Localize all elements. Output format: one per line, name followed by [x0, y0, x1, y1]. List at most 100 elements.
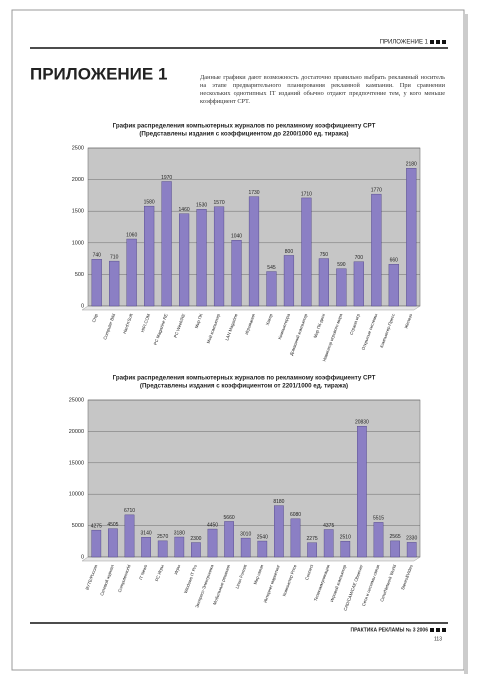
page-title: ПРИЛОЖЕНИЕ 1: [30, 64, 167, 83]
intro-text: Данные графики дают возможность достаточ…: [200, 74, 445, 105]
bar: [141, 537, 151, 558]
bar: [307, 542, 317, 558]
footer-magazine: ПРАКТИКА РЕКЛАМЫ № 3 2006: [350, 627, 428, 633]
bar: [388, 264, 399, 307]
bar: [336, 268, 347, 307]
value-label: 2540: [257, 534, 268, 540]
bar: [283, 255, 295, 307]
plot-floor: [81, 556, 421, 562]
x-tick-label: Хакер: [265, 312, 274, 326]
y-tick-label: 1000: [72, 240, 84, 246]
chart-subtitle: (Представлены издания с коэффициентом от…: [140, 383, 348, 390]
y-tick-label: 2500: [72, 145, 84, 151]
value-label: 1570: [213, 200, 224, 206]
value-label: 1060: [126, 232, 137, 238]
y-tick-label: 500: [75, 272, 84, 278]
value-label: 20830: [355, 420, 369, 426]
y-tick-label: 20000: [69, 429, 84, 435]
bar: [248, 196, 260, 307]
value-label: 660: [390, 258, 399, 264]
chart-title: График распределения компьютерных журнал…: [113, 375, 376, 382]
value-label: 1730: [248, 190, 259, 196]
value-label: 4375: [323, 523, 334, 529]
value-label: 6710: [124, 508, 135, 514]
x-tick-label: Железо: [403, 312, 413, 329]
value-label: 2275: [307, 536, 318, 542]
bar: [240, 537, 251, 558]
bar: [109, 260, 120, 307]
header-square: [430, 40, 434, 44]
value-label: 750: [320, 252, 329, 258]
bar: [357, 425, 367, 558]
plot-area: [87, 399, 421, 558]
bar: [318, 258, 329, 307]
bar: [126, 238, 137, 307]
chart-title: График распределения компьютерных журнал…: [113, 123, 376, 130]
value-label: 545: [267, 265, 276, 271]
value-label: 1040: [231, 234, 242, 240]
value-label: 8180: [273, 499, 284, 505]
value-label: 1580: [144, 199, 155, 205]
x-tick-label: IT News: [138, 564, 148, 580]
value-label: 2180: [406, 162, 417, 168]
bar: [91, 259, 102, 307]
value-label: 2565: [390, 534, 401, 540]
bar: [224, 521, 234, 558]
x-tick-label: HIFI.COM: [140, 313, 151, 333]
y-tick-label: 1500: [72, 209, 84, 215]
header-section: ПРИЛОЖЕНИЕ 1: [380, 40, 429, 46]
y-tick-label: 25000: [69, 397, 84, 403]
value-label: 2570: [157, 534, 168, 540]
x-tick-label: Connect: [304, 563, 314, 581]
value-label: 710: [110, 254, 119, 260]
value-label: 4275: [91, 523, 102, 529]
bar: [91, 529, 102, 558]
value-label: 800: [285, 249, 294, 255]
bar: [108, 528, 118, 558]
value-label: 5515: [373, 516, 384, 522]
bar: [301, 197, 312, 307]
value-label: 1460: [179, 207, 190, 213]
value-label: 1970: [161, 175, 172, 181]
footer-square: [442, 628, 446, 632]
bar: [257, 540, 268, 558]
value-label: 700: [355, 255, 364, 261]
bar: [290, 518, 301, 558]
page-number: 113: [434, 636, 442, 642]
y-tick-label: 10000: [69, 492, 84, 498]
value-label: 6080: [290, 512, 301, 518]
bar: [390, 540, 400, 558]
bar: [213, 206, 225, 307]
bar: [266, 271, 277, 307]
bar: [124, 514, 135, 558]
x-tick-label: Мир связи: [253, 563, 265, 585]
bar: [406, 542, 417, 558]
value-label: 1530: [196, 203, 207, 209]
sheet-shadow: [464, 14, 468, 674]
bar: [406, 168, 417, 307]
y-tick-label: 0: [81, 554, 84, 560]
bar: [207, 528, 218, 558]
bar: [373, 522, 384, 558]
value-label: 2300: [190, 536, 201, 542]
bar: [371, 193, 382, 307]
bar: [196, 209, 207, 307]
bar: [161, 181, 172, 307]
bar: [174, 536, 185, 558]
x-tick-label: PC Игры: [154, 564, 165, 582]
bar: [274, 505, 284, 558]
value-label: 3180: [174, 530, 185, 536]
bar: [353, 261, 364, 307]
footer-square: [436, 628, 440, 632]
bar: [179, 213, 190, 307]
value-label: 2330: [406, 536, 417, 542]
bar: [231, 240, 242, 307]
header-square: [442, 40, 446, 44]
y-tick-label: 15000: [69, 460, 84, 466]
value-label: 3140: [141, 531, 152, 537]
y-tick-label: 5000: [72, 523, 84, 529]
y-tick-label: 0: [81, 303, 84, 309]
value-label: 1710: [301, 191, 312, 197]
